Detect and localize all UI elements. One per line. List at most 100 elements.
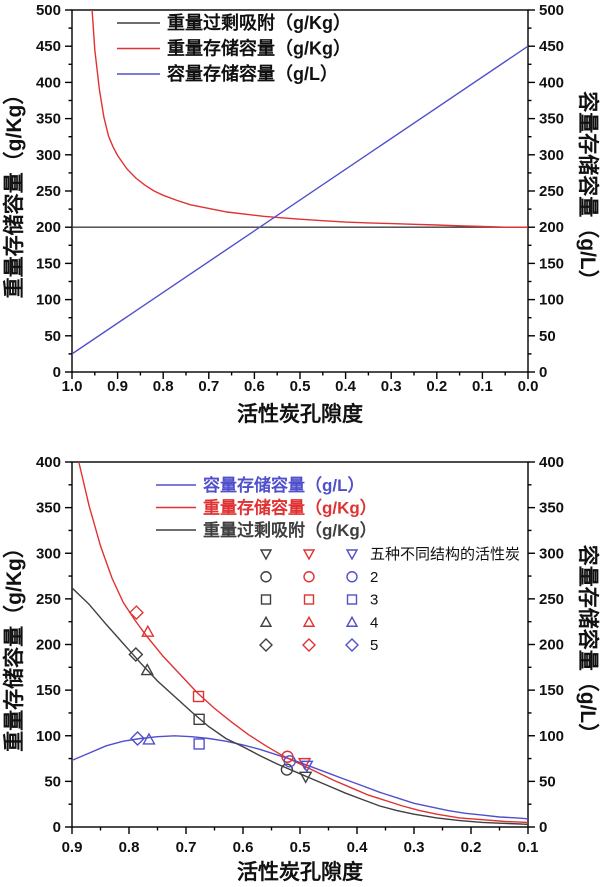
scatter-marker-square bbox=[193, 738, 205, 750]
y-axis-title-right: 容量存储容量（g/L） bbox=[576, 545, 600, 745]
legend-label: 重量存储容量（g/Kg） bbox=[203, 498, 377, 518]
y-left-tick-label: 0 bbox=[53, 819, 61, 836]
scatter-marker-square bbox=[346, 594, 358, 605]
y-left-tick-label: 300 bbox=[36, 147, 61, 164]
y-left-tick-label: 500 bbox=[36, 2, 61, 19]
y-left-tick-label: 350 bbox=[36, 500, 61, 517]
y-right-tick-label: 0 bbox=[539, 819, 547, 836]
x-tick-label: 0.9 bbox=[107, 378, 128, 395]
x-tick-label: 0.1 bbox=[472, 378, 493, 395]
y-left-tick-label: 300 bbox=[36, 545, 61, 562]
marker-legend-label: 5 bbox=[370, 637, 378, 654]
scatter-marker-triangle-up bbox=[345, 615, 359, 627]
scatter-marker-circle bbox=[346, 571, 358, 583]
y-left-tick-label: 200 bbox=[36, 219, 61, 236]
y-axis-title-left: 重量存储容量（g/Kg） bbox=[2, 537, 26, 752]
y-right-tick-label: 350 bbox=[539, 500, 564, 517]
gravimetric-line bbox=[91, 10, 528, 228]
x-tick-label: 0.4 bbox=[335, 378, 357, 395]
y-right-tick-label: 100 bbox=[539, 292, 564, 309]
scatter-marker-triangle-up bbox=[259, 615, 273, 627]
y-right-tick-label: 300 bbox=[539, 545, 564, 562]
scatter-marker-triangle-down bbox=[302, 549, 316, 561]
scatter-marker-circle bbox=[260, 571, 272, 583]
x-tick-label: 0.4 bbox=[347, 839, 369, 856]
x-tick-label: 0.8 bbox=[119, 839, 140, 856]
x-tick-label: 0.6 bbox=[244, 378, 265, 395]
scatter-marker-triangle-up bbox=[302, 615, 316, 627]
gravimetric-line bbox=[78, 462, 528, 824]
marker-legend-label: 4 bbox=[370, 614, 378, 631]
scatter-marker-triangle-up bbox=[141, 624, 155, 637]
scatter-marker-triangle-up bbox=[142, 732, 156, 745]
y-right-tick-label: 150 bbox=[539, 255, 564, 272]
legend-label: 重量过剩吸附（g/Kg） bbox=[167, 12, 351, 33]
x-tick-label: 0.3 bbox=[404, 839, 425, 856]
x-tick-label: 1.0 bbox=[62, 378, 83, 395]
x-tick-label: 0.1 bbox=[518, 839, 539, 856]
y-right-tick-label: 200 bbox=[539, 637, 564, 654]
x-axis-title: 活性炭孔隙度 bbox=[237, 402, 363, 426]
x-tick-label: 0.2 bbox=[426, 378, 447, 395]
scatter-marker-square bbox=[192, 690, 205, 703]
legend-label: 重量存储容量（g/Kg） bbox=[167, 38, 351, 59]
scatter-marker-diamond bbox=[128, 647, 144, 663]
y-left-tick-label: 400 bbox=[36, 74, 61, 91]
y-right-tick-label: 200 bbox=[539, 219, 564, 236]
y-left-tick-label: 350 bbox=[36, 111, 61, 128]
x-tick-label: 0.5 bbox=[290, 839, 311, 856]
scatter-marker-circle bbox=[303, 571, 315, 583]
scatter-marker-circle bbox=[280, 763, 294, 776]
y-right-tick-label: 50 bbox=[539, 773, 556, 790]
scatter-marker-square bbox=[303, 594, 315, 605]
y-left-tick-label: 50 bbox=[44, 328, 61, 345]
y-left-tick-label: 150 bbox=[36, 255, 61, 272]
marker-legend-label: 2 bbox=[370, 569, 378, 586]
y-left-tick-label: 450 bbox=[36, 38, 61, 55]
y-left-tick-label: 100 bbox=[36, 728, 61, 745]
scatter-marker-diamond bbox=[302, 638, 316, 652]
x-tick-label: 0.8 bbox=[153, 378, 174, 395]
legend-label: 容量存储容量（g/L） bbox=[167, 63, 338, 84]
marker-legend-label: 3 bbox=[370, 592, 378, 609]
y-left-tick-label: 250 bbox=[36, 591, 61, 608]
x-tick-label: 0.7 bbox=[176, 839, 197, 856]
scatter-marker-triangle-down bbox=[300, 760, 314, 773]
volumetric-line bbox=[72, 45, 528, 355]
y-right-tick-label: 100 bbox=[539, 728, 564, 745]
x-tick-label: 0.2 bbox=[461, 839, 482, 856]
scatter-marker-diamond bbox=[130, 730, 146, 746]
y-left-tick-label: 200 bbox=[36, 637, 61, 654]
scatter-marker-triangle-down bbox=[345, 549, 359, 561]
x-tick-label: 0.9 bbox=[62, 839, 83, 856]
y-left-tick-label: 100 bbox=[36, 292, 61, 309]
y-left-tick-label: 50 bbox=[44, 773, 61, 790]
x-tick-label: 0.5 bbox=[290, 378, 311, 395]
x-tick-label: 0.0 bbox=[518, 378, 539, 395]
scatter-marker-triangle-up bbox=[140, 663, 154, 676]
scatter-marker-diamond bbox=[259, 638, 273, 652]
y-left-tick-label: 0 bbox=[53, 364, 61, 381]
y-right-tick-label: 400 bbox=[539, 74, 564, 91]
y-right-tick-label: 250 bbox=[539, 591, 564, 608]
legend-label: 重量过剩吸附（g/Kg） bbox=[203, 520, 377, 540]
y-right-tick-label: 150 bbox=[539, 682, 564, 699]
y-right-tick-label: 300 bbox=[539, 147, 564, 164]
y-right-tick-label: 350 bbox=[539, 111, 564, 128]
scatter-marker-circle bbox=[283, 755, 296, 768]
y-right-tick-label: 250 bbox=[539, 183, 564, 200]
scatter-marker-square bbox=[193, 713, 205, 726]
x-tick-label: 0.3 bbox=[381, 378, 402, 395]
y-left-tick-label: 250 bbox=[36, 183, 61, 200]
y-right-tick-label: 450 bbox=[539, 38, 564, 55]
scatter-marker-diamond bbox=[345, 638, 359, 652]
legend-label: 容量存储容量（g/L） bbox=[203, 475, 365, 495]
y-left-tick-label: 150 bbox=[36, 682, 61, 699]
x-axis-title: 活性炭孔隙度 bbox=[237, 860, 363, 884]
excess-line bbox=[72, 587, 528, 825]
scatter-marker-diamond bbox=[128, 605, 144, 621]
x-tick-label: 0.7 bbox=[198, 378, 219, 395]
y-right-tick-label: 0 bbox=[539, 364, 547, 381]
